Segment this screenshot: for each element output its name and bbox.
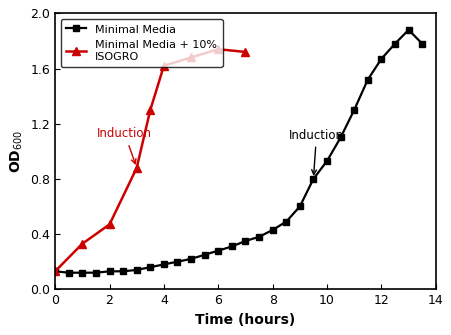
Minimal Media + 10%
ISOGRO (52, 269, 58, 273)
Minimal Media + 10%
ISOGRO (242, 50, 248, 54)
Minimal Media + 10%
ISOGRO (147, 108, 153, 112)
Minimal Media (391, 42, 397, 46)
Minimal Media + 10%
ISOGRO (133, 166, 139, 170)
Minimal Media (419, 42, 424, 46)
Minimal Media (324, 159, 329, 163)
Minimal Media (405, 28, 410, 32)
Minimal Media (52, 269, 58, 273)
Minimal Media (175, 260, 180, 264)
Minimal Media (310, 177, 315, 181)
Minimal Media (242, 239, 248, 243)
Text: Induction: Induction (97, 127, 152, 164)
Minimal Media (351, 108, 356, 112)
Y-axis label: OD$_{600}$: OD$_{600}$ (8, 130, 25, 173)
X-axis label: Time (hours): Time (hours) (195, 313, 295, 327)
Minimal Media (66, 271, 71, 275)
Minimal Media (93, 271, 98, 275)
Minimal Media (120, 269, 125, 273)
Minimal Media + 10%
ISOGRO (188, 56, 193, 60)
Minimal Media + 10%
ISOGRO (106, 222, 112, 226)
Minimal Media (161, 262, 166, 266)
Minimal Media (364, 77, 370, 81)
Minimal Media (296, 204, 302, 208)
Minimal Media (337, 135, 343, 139)
Legend: Minimal Media, Minimal Media + 10%
ISOGRO: Minimal Media, Minimal Media + 10% ISOGR… (60, 19, 222, 67)
Minimal Media (378, 57, 383, 61)
Minimal Media + 10%
ISOGRO (161, 64, 166, 68)
Minimal Media (229, 245, 234, 249)
Minimal Media (283, 220, 288, 224)
Line: Minimal Media + 10%
ISOGRO: Minimal Media + 10% ISOGRO (51, 45, 249, 275)
Minimal Media (256, 235, 261, 239)
Minimal Media (202, 253, 207, 257)
Minimal Media + 10%
ISOGRO (79, 242, 85, 246)
Minimal Media (147, 265, 153, 269)
Minimal Media + 10%
ISOGRO (215, 47, 221, 51)
Minimal Media (106, 269, 112, 273)
Minimal Media (133, 268, 139, 272)
Minimal Media (269, 228, 275, 232)
Text: Induction: Induction (288, 129, 343, 175)
Line: Minimal Media: Minimal Media (52, 27, 424, 276)
Minimal Media (188, 257, 193, 261)
Minimal Media (215, 249, 221, 253)
Minimal Media (79, 271, 85, 275)
